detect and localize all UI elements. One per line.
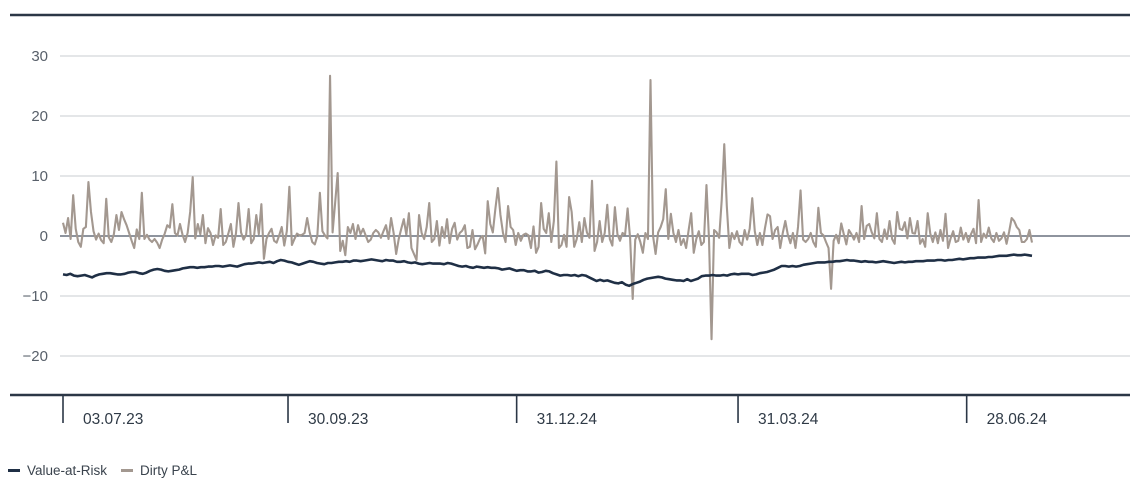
y-tick-label: 20 [31,108,48,125]
x-tick-label: 31.03.24 [758,411,819,428]
legend-label-pnl: Dirty P&L [140,463,198,478]
series-layer [61,74,1034,341]
legend-label-var: Value-at-Risk [27,463,108,478]
grid-layer: 30 20 10 0 −10 −20 [23,48,1130,365]
x-tick-label: 30.09.23 [308,411,368,428]
x-tick-layer: 03.07.23 30.09.23 31.12.24 31.03.24 28.06.24 [62,395,1048,428]
x-tick-label: 28.06.24 [987,411,1048,428]
legend-item-pnl: Dirty P&L [121,463,197,478]
series-line-value-at-risk [62,253,1033,288]
legend: Value-at-Risk Dirty P&L [8,463,211,478]
y-tick-label: 10 [31,168,48,185]
legend-item-var: Value-at-Risk [8,463,107,478]
x-tick-label: 03.07.23 [83,411,143,428]
y-tick-label: −20 [23,348,48,365]
y-tick-label: −10 [23,288,48,305]
series-line-dirty-pnl [61,74,1034,341]
legend-swatch-var [8,469,20,472]
y-tick-label: 0 [40,228,48,245]
y-tick-label: 30 [31,48,48,65]
legend-swatch-pnl [121,469,134,472]
x-tick-label: 31.12.24 [537,411,598,428]
